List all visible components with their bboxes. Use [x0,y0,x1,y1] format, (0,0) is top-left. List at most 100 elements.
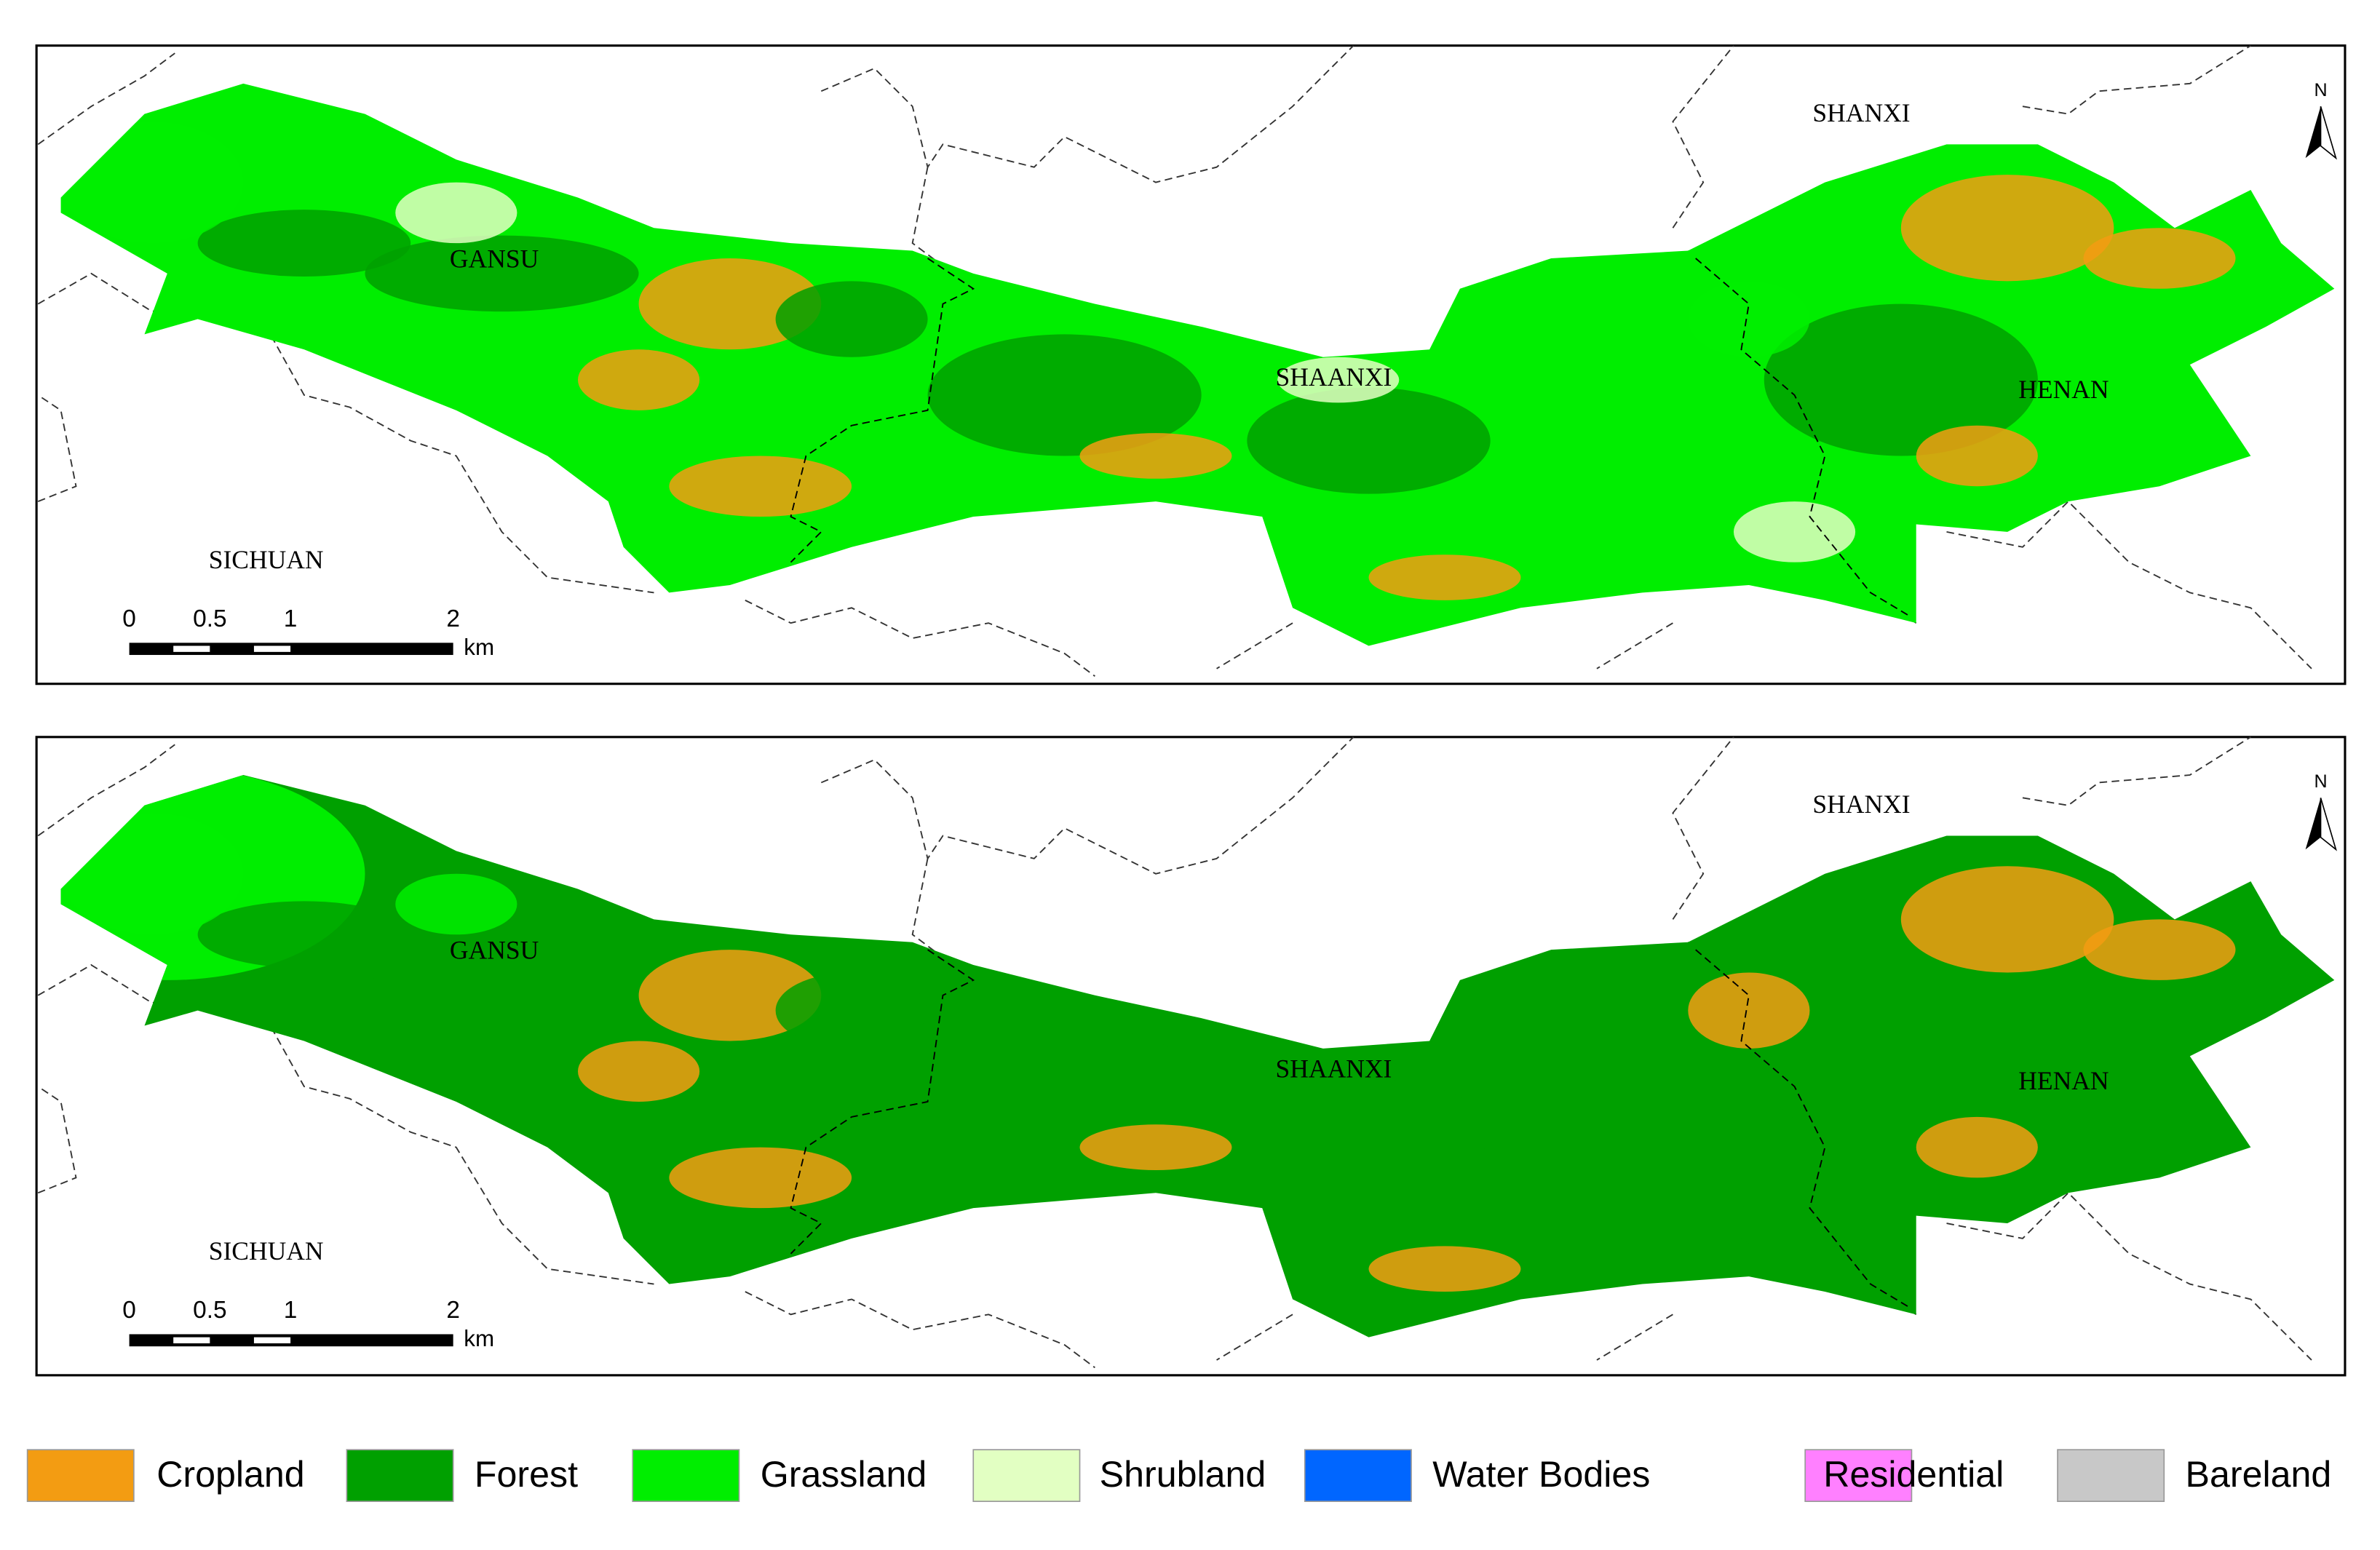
land-cover-patch [1916,1116,2038,1178]
province-boundary [820,736,1354,875]
province-label: HENAN [2018,375,2109,404]
land-cover-patch [1079,1124,1232,1170]
land-cover-patch [577,349,700,410]
land-cover-patch [2083,919,2236,980]
scale-label: 0.5 [193,605,226,632]
province-boundary [820,44,1354,183]
province-boundary [2022,44,2251,115]
scale-label: 1 [284,1297,298,1324]
land-cover-patch [1733,1193,1856,1254]
province-boundary [790,949,975,1255]
land-cover-patch [775,972,928,1049]
land-cover-patch [1688,281,1810,357]
legend-label: Forest [475,1454,578,1495]
legend-swatch [1804,1449,1913,1503]
land-cover-patch [1247,387,1491,494]
land-cover-patch [1916,425,2038,487]
province-boundary [1216,622,1293,669]
legend-swatch [346,1449,454,1503]
north-arrow [2305,798,2321,850]
province-boundary [1596,622,1673,669]
province-boundary [1695,949,1909,1308]
land-cover-patch [669,456,852,517]
province-boundary [1216,1313,1293,1361]
legend-label: Water Bodies [1432,1454,1650,1495]
land-cover-patch [197,210,411,277]
province-label: HENAN [2018,1066,2109,1095]
map-panel: GANSU SHAANXI SHANXI HENAN SICHUAN 0 0.5 1 2km N [35,44,2347,685]
province-boundary [37,1086,77,1194]
north-arrow [2320,106,2337,160]
legend-label: Cropland [156,1454,304,1495]
land-cover-patch [1247,1078,1491,1185]
scale-label: 1 [284,605,298,632]
province-label: SHAANXI [1276,1054,1392,1083]
scale-unit: km [464,1326,494,1351]
north-arrow [2305,106,2321,159]
land-cover-patch [1368,1246,1521,1292]
north-label: N [2314,771,2327,792]
land-cover-patch [60,813,244,935]
legend-label: Shrubland [1100,1454,1266,1495]
scale-bar-gap [253,645,291,652]
scale-bar [129,1334,453,1347]
province-label: SHANXI [1812,98,1910,127]
scale-label: 2 [446,605,460,632]
scale-label: 0 [122,605,136,632]
scale-unit: km [464,635,494,660]
legend-label: Grassland [761,1454,927,1495]
province-boundary [1695,258,1909,616]
land-cover-patch [1900,866,2114,973]
legend-swatch [2057,1449,2165,1503]
land-cover-patch [365,926,639,1003]
map-panel: GANSU SHAANXI SHANXI HENAN SICHUAN 0 0.5 1 2km N [35,736,2347,1377]
scale-bar [129,643,453,656]
province-label: SICHUAN [209,1236,324,1265]
legend-swatch [632,1449,740,1503]
land-cover-patch [197,901,411,969]
land-cover-patch [2083,228,2236,289]
land-cover-patch [1079,433,1232,479]
province-boundary [790,258,975,563]
land-cover-patch [927,1025,1202,1148]
land-cover-patch [638,258,822,350]
province-boundary [2022,736,2251,806]
province-boundary [1946,500,2312,669]
scale-bar-gap [253,1337,291,1343]
land-cover-patch [395,182,517,244]
land-cover-patches [60,775,2236,1292]
province-label: GANSU [450,935,539,964]
province-label: GANSU [450,244,539,273]
legend-label: Bareland [2186,1454,2332,1495]
land-cover-patch [577,1041,700,1102]
legend-swatch [26,1449,135,1503]
legend-swatch [1304,1449,1412,1503]
province-boundary [37,963,654,1285]
land-cover-patch [1764,995,2038,1148]
land-cover-patch [927,334,1202,456]
land-cover-patch [1368,555,1521,600]
province-label: SHAANXI [1276,362,1392,392]
province-boundary [1672,736,1734,920]
land-cover-patch [365,235,639,312]
province-boundary [745,1291,1095,1369]
province-label: SICHUAN [209,545,324,574]
land-cover-patch [1764,303,2038,456]
land-cover-patch [60,122,244,244]
scale-label: 0 [122,1297,136,1324]
province-boundary [745,600,1095,677]
land-cover-patch [1277,357,1400,403]
province-boundary [1596,1313,1673,1361]
province-label: SHANXI [1812,790,1910,819]
province-boundary [37,272,654,594]
province-boundary [37,394,77,502]
province-boundary [1946,1191,2312,1361]
scale-label: 0.5 [193,1297,226,1324]
legend-label: Residential [1823,1454,2004,1495]
land-cover-patches [60,122,2236,600]
province-boundary [1672,45,1734,228]
land-cover-patch [775,281,928,357]
scale-bar-gap [173,1337,210,1343]
